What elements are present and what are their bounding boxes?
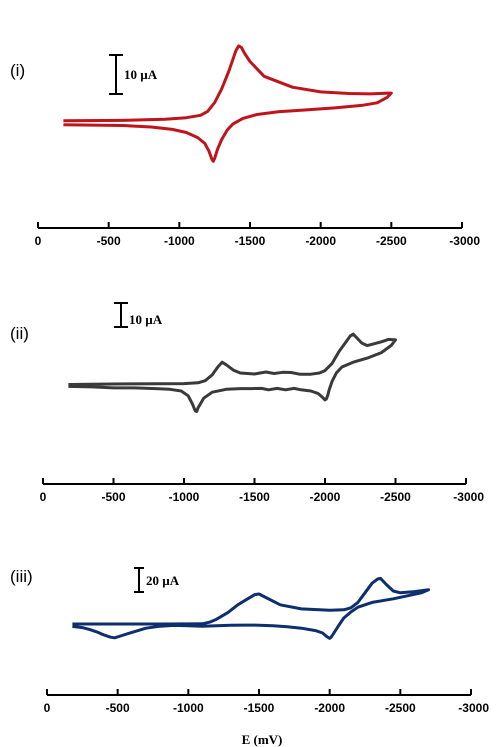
cv-trace-iii: [72, 576, 431, 640]
x-tick-label-i: -2000: [305, 234, 336, 248]
scale-bar-iii: 20 µA: [134, 567, 180, 593]
cv-trace-ii: [68, 332, 397, 413]
x-tick-label-iii: -3000: [458, 701, 489, 715]
scale-bar-label-i: 10 µA: [124, 67, 158, 82]
x-tick-label-i: -500: [97, 234, 121, 248]
x-axis-iii: 0 -500 -1000 -1500 -2000 -2500 -3000: [44, 689, 489, 715]
scale-bar-ii: 10 µA: [114, 302, 163, 328]
x-tick-label-i: -1500: [235, 234, 266, 248]
cv-trace-i: [63, 44, 393, 163]
x-tick-label-iii: -2500: [385, 701, 416, 715]
panel-ii: (ii) 10 µA 0 -500 -1000 -1500 -2000 -2500 -300…: [10, 302, 484, 504]
x-tick-label-i: 0: [35, 234, 42, 248]
panel-label-iii: (iii): [10, 567, 33, 586]
scale-bar-label-ii: 10 µA: [129, 312, 163, 327]
panel-label-ii: (ii): [10, 324, 29, 343]
x-tick-label-iii: -1000: [173, 701, 204, 715]
x-tick-label-iii: -1500: [244, 701, 275, 715]
x-tick-label-ii: 0: [40, 490, 47, 504]
x-tick-label-i: -3000: [449, 234, 480, 248]
panel-iii: (iii) 20 µA 0 -500 -1000 -1500 -2000 -2500 -30…: [10, 567, 489, 715]
x-tick-label-ii: -500: [101, 490, 125, 504]
x-axis-i: 0 -500 -1000 -1500 -2000 -2500 -3000: [35, 222, 480, 248]
x-axis-ii: 0 -500 -1000 -1500 -2000 -2500 -3000: [40, 478, 484, 504]
panel-label-i: (i): [10, 61, 25, 80]
x-tick-label-iii: -500: [106, 701, 130, 715]
x-axis-title: E (mV): [242, 732, 283, 747]
x-tick-label-iii: -2000: [314, 701, 345, 715]
x-tick-label-i: -1000: [164, 234, 195, 248]
x-tick-label-ii: -1500: [239, 490, 270, 504]
panel-i: (i) 10 µA 0 -500 -1000 -1500 -2000 -2500 -3000: [10, 44, 480, 248]
x-tick-label-ii: -3000: [453, 490, 484, 504]
x-tick-label-ii: -1000: [169, 490, 200, 504]
scale-bar-label-iii: 20 µA: [146, 573, 180, 588]
scale-bar-i: 10 µA: [109, 54, 158, 95]
x-tick-label-ii: -2000: [310, 490, 341, 504]
x-tick-label-ii: -2500: [380, 490, 411, 504]
x-tick-label-i: -2500: [376, 234, 407, 248]
x-tick-label-iii: 0: [44, 701, 51, 715]
